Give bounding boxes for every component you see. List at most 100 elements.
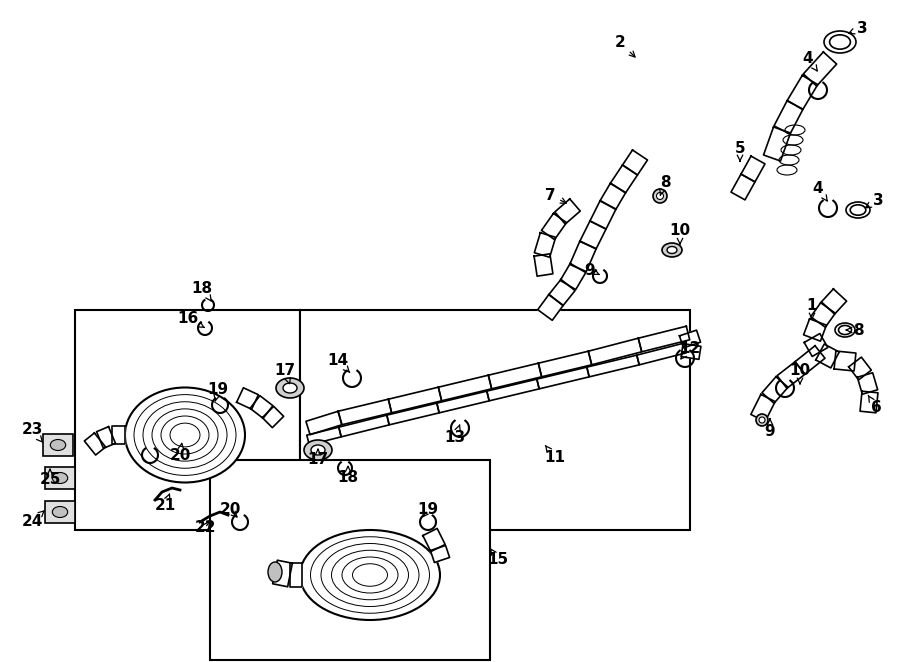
Polygon shape — [85, 433, 105, 455]
Ellipse shape — [300, 530, 440, 620]
Polygon shape — [489, 363, 542, 389]
Polygon shape — [389, 387, 442, 413]
Polygon shape — [804, 52, 837, 86]
Text: 20: 20 — [169, 444, 191, 463]
Text: 10: 10 — [670, 222, 690, 244]
Text: 14: 14 — [328, 352, 349, 373]
Text: 8: 8 — [660, 175, 670, 195]
Polygon shape — [860, 391, 878, 413]
Polygon shape — [804, 319, 826, 341]
Polygon shape — [681, 344, 701, 359]
Text: 16: 16 — [177, 310, 204, 328]
Polygon shape — [590, 201, 616, 229]
Text: 13: 13 — [445, 425, 465, 446]
Polygon shape — [805, 334, 828, 356]
Polygon shape — [849, 357, 871, 380]
Polygon shape — [338, 415, 389, 437]
Text: 19: 19 — [207, 383, 229, 401]
Text: 10: 10 — [789, 363, 811, 384]
Ellipse shape — [850, 205, 866, 215]
Polygon shape — [45, 467, 75, 489]
Polygon shape — [438, 375, 491, 401]
Text: 17: 17 — [308, 449, 328, 467]
Text: 20: 20 — [220, 502, 240, 518]
Text: 21: 21 — [155, 494, 176, 512]
Ellipse shape — [667, 246, 677, 254]
Text: 5: 5 — [734, 140, 745, 162]
Polygon shape — [763, 127, 790, 161]
Polygon shape — [423, 528, 446, 551]
Ellipse shape — [830, 35, 850, 49]
Polygon shape — [858, 373, 878, 395]
Polygon shape — [43, 434, 73, 456]
Polygon shape — [430, 545, 450, 563]
Polygon shape — [273, 560, 292, 587]
Polygon shape — [811, 303, 835, 327]
Polygon shape — [589, 338, 642, 365]
Polygon shape — [307, 427, 341, 445]
Text: 17: 17 — [274, 363, 295, 384]
Text: 4: 4 — [813, 181, 827, 201]
Polygon shape — [623, 150, 647, 175]
Text: 23: 23 — [22, 422, 43, 442]
Ellipse shape — [824, 31, 856, 53]
Polygon shape — [542, 213, 566, 240]
Text: 8: 8 — [846, 322, 863, 338]
Text: 18: 18 — [192, 281, 212, 301]
Ellipse shape — [662, 243, 682, 257]
Polygon shape — [487, 379, 539, 401]
Polygon shape — [112, 426, 125, 444]
Text: 1: 1 — [806, 297, 817, 318]
Ellipse shape — [311, 445, 325, 455]
Text: 15: 15 — [488, 549, 508, 567]
Text: 22: 22 — [194, 520, 216, 536]
Polygon shape — [580, 221, 606, 249]
Text: 18: 18 — [338, 467, 358, 485]
Ellipse shape — [50, 440, 66, 451]
Polygon shape — [731, 174, 755, 200]
Polygon shape — [560, 263, 586, 289]
Ellipse shape — [839, 326, 851, 334]
Polygon shape — [250, 396, 273, 418]
Ellipse shape — [835, 323, 855, 337]
Polygon shape — [751, 395, 775, 422]
Polygon shape — [587, 355, 639, 377]
Ellipse shape — [52, 473, 68, 483]
Polygon shape — [815, 344, 839, 368]
Circle shape — [759, 417, 765, 423]
Text: 9: 9 — [765, 419, 775, 440]
Text: 7: 7 — [544, 187, 566, 203]
Polygon shape — [290, 563, 302, 587]
Polygon shape — [822, 289, 847, 314]
Text: 3: 3 — [866, 193, 883, 208]
Bar — [210, 460, 490, 660]
Text: 19: 19 — [418, 502, 438, 518]
Bar — [75, 310, 300, 530]
Polygon shape — [436, 391, 490, 413]
Ellipse shape — [125, 387, 245, 483]
Polygon shape — [262, 406, 284, 428]
Polygon shape — [534, 254, 553, 276]
Polygon shape — [387, 403, 439, 425]
Polygon shape — [638, 326, 689, 352]
Polygon shape — [96, 427, 115, 448]
Polygon shape — [834, 351, 856, 371]
Text: 12: 12 — [680, 340, 700, 359]
Polygon shape — [237, 388, 258, 409]
Text: 9: 9 — [585, 263, 598, 277]
Polygon shape — [777, 361, 805, 389]
Text: 25: 25 — [40, 469, 60, 487]
Text: 4: 4 — [803, 50, 817, 71]
Polygon shape — [741, 156, 765, 182]
Ellipse shape — [52, 506, 68, 518]
Ellipse shape — [276, 378, 304, 398]
Bar — [300, 310, 690, 530]
Polygon shape — [680, 330, 700, 348]
Circle shape — [756, 414, 768, 426]
Ellipse shape — [268, 562, 282, 582]
Polygon shape — [795, 346, 825, 374]
Ellipse shape — [304, 440, 332, 460]
Ellipse shape — [846, 202, 870, 218]
Ellipse shape — [283, 383, 297, 393]
Polygon shape — [536, 367, 590, 389]
